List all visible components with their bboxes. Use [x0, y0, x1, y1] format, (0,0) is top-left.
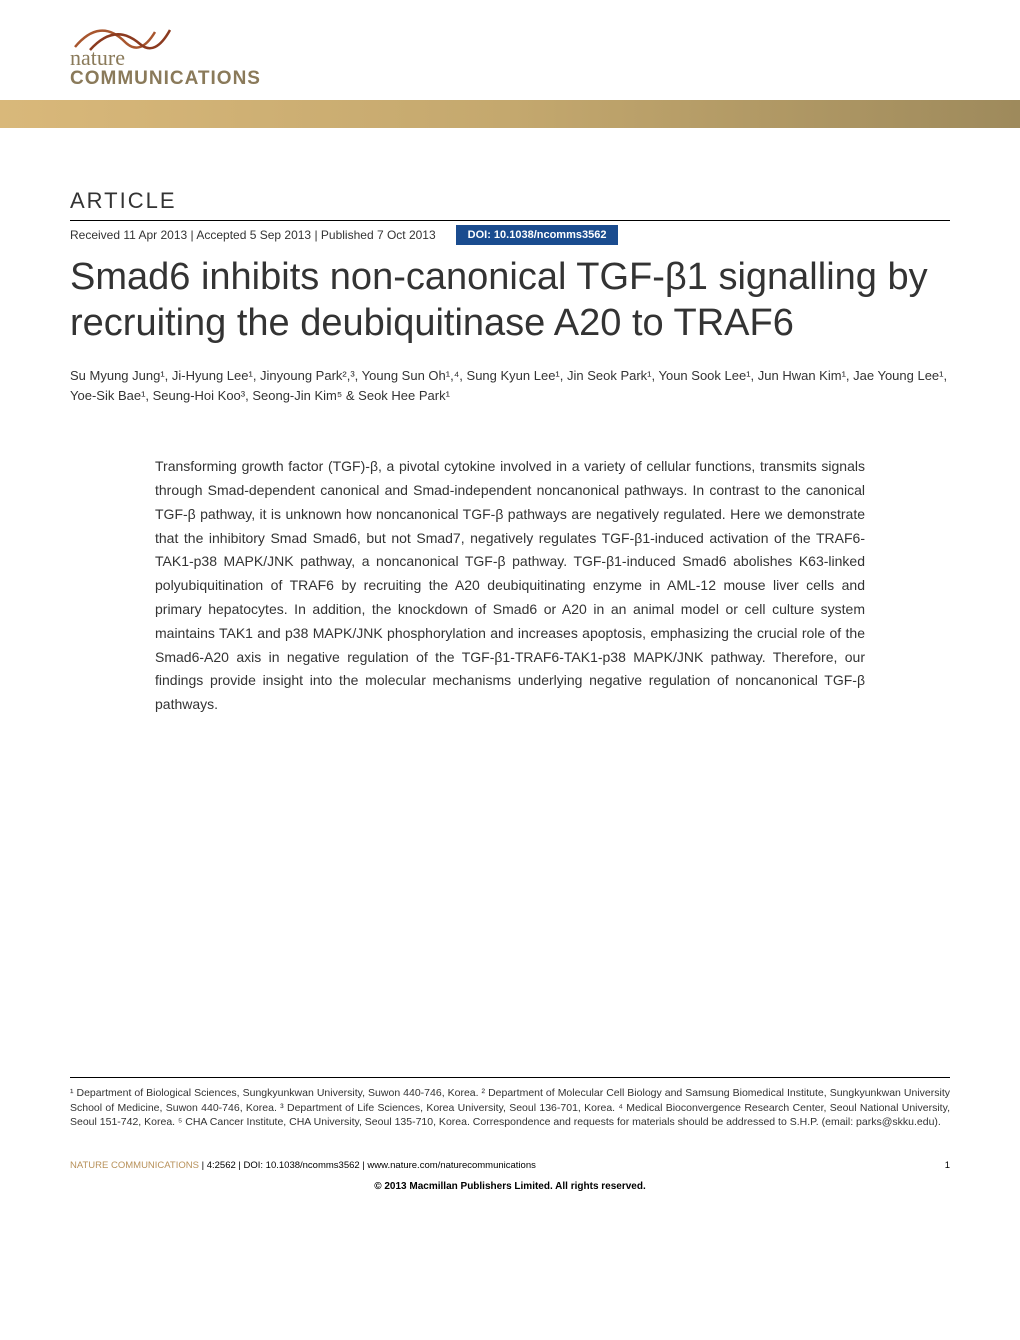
journal-banner: nature COMMUNICATIONS [0, 0, 1020, 128]
author-list: Su Myung Jung¹, Ji-Hyung Lee¹, Jinyoung … [70, 366, 950, 405]
banner-stripe [0, 100, 1020, 128]
page-number: 1 [945, 1160, 950, 1171]
footer-journal-name: NATURE COMMUNICATIONS [70, 1160, 199, 1171]
article-meta-row: Received 11 Apr 2013 | Accepted 5 Sep 20… [70, 220, 950, 245]
copyright-notice: © 2013 Macmillan Publishers Limited. All… [70, 1181, 950, 1212]
article-title: Smad6 inhibits non-canonical TGF-β1 sign… [70, 255, 950, 346]
journal-name-line2: COMMUNICATIONS [70, 69, 261, 88]
footer-citation: NATURE COMMUNICATIONS | 4:2562 | DOI: 10… [70, 1160, 536, 1171]
logo-swoosh-icon [70, 12, 190, 52]
page-footer: NATURE COMMUNICATIONS | 4:2562 | DOI: 10… [70, 1160, 950, 1181]
article-dates: Received 11 Apr 2013 | Accepted 5 Sep 20… [70, 228, 436, 242]
banner-top: nature COMMUNICATIONS [0, 0, 1020, 100]
published-date: Published 7 Oct 2013 [321, 228, 436, 242]
article-content: ARTICLE Received 11 Apr 2013 | Accepted … [0, 128, 1020, 1212]
doi-badge: DOI: 10.1038/ncomms3562 [456, 225, 619, 245]
abstract-text: Transforming growth factor (TGF)-β, a pi… [70, 455, 950, 717]
footer-citation-details: | 4:2562 | DOI: 10.1038/ncomms3562 | www… [199, 1160, 536, 1171]
affiliations-text: ¹ Department of Biological Sciences, Sun… [70, 1086, 950, 1130]
accepted-date: Accepted 5 Sep 2013 [196, 228, 311, 242]
journal-logo: nature COMMUNICATIONS [70, 12, 261, 88]
article-type-label: ARTICLE [70, 188, 950, 214]
received-date: Received 11 Apr 2013 [70, 228, 187, 242]
affiliations-section: ¹ Department of Biological Sciences, Sun… [70, 1077, 950, 1130]
